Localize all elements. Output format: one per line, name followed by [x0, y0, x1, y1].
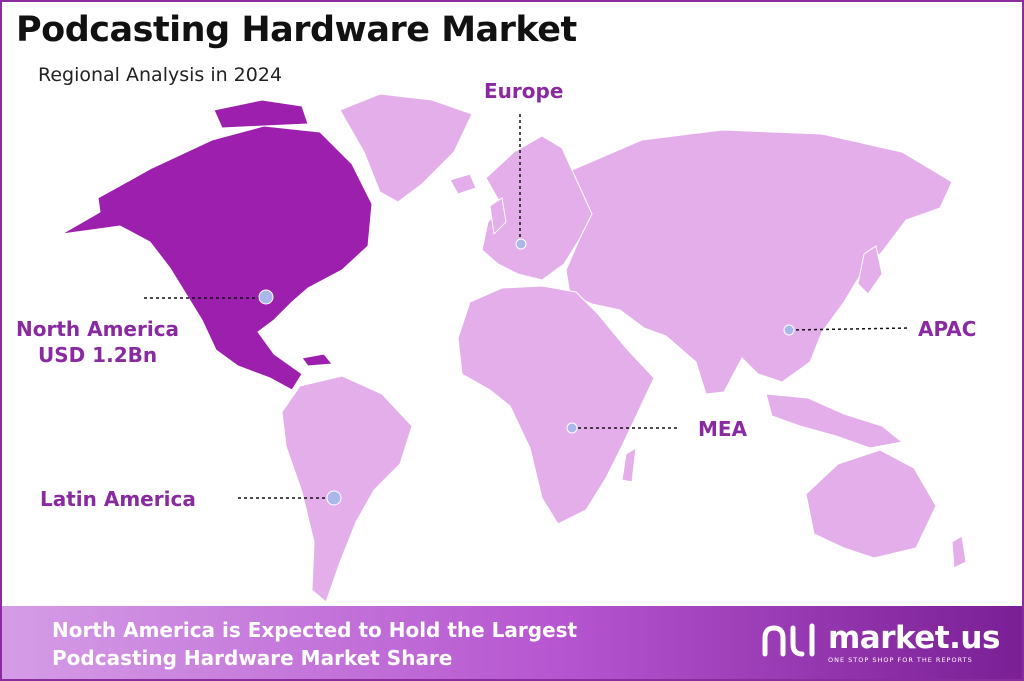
newzealand-shape: [951, 535, 967, 569]
north-america-value: USD 1.2Bn: [37, 343, 158, 367]
market-us-logo-icon: [762, 623, 815, 657]
world-map: [61, 93, 967, 603]
logo-name: market.us: [828, 620, 1000, 656]
marker-latin-america: [326, 490, 342, 506]
leader-line-apac: [789, 327, 911, 331]
europe-shape: [481, 135, 595, 281]
footer-line-2: Podcasting Hardware Market Share: [52, 646, 453, 670]
region-label-north-america: North America USD 1.2Bn: [16, 316, 179, 368]
madagascar-shape: [621, 447, 637, 483]
africa-shape: [457, 285, 655, 525]
page-subtitle: Regional Analysis in 2024: [38, 64, 283, 86]
footer-banner: North America is Expected to Hold the La…: [2, 606, 1022, 679]
marker-apac: [783, 324, 795, 336]
iceland-shape: [449, 173, 477, 195]
footer-line-1: North America is Expected to Hold the La…: [52, 618, 578, 642]
south-america-shape: [281, 375, 413, 603]
marker-europe: [515, 238, 527, 250]
japan-shape: [857, 245, 883, 295]
region-label-latin-america: Latin America: [40, 487, 196, 511]
page-title: Podcasting Hardware Market: [16, 10, 577, 50]
australia-shape: [805, 449, 937, 559]
north-america-name: North America: [16, 317, 180, 341]
region-label-mea: MEA: [698, 417, 748, 441]
region-label-apac: APAC: [918, 317, 977, 341]
seasia-islands-shape: [765, 393, 904, 449]
greenland-shape: [339, 93, 473, 203]
canadian-arctic-shape: [213, 99, 309, 129]
marker-mea: [566, 422, 578, 434]
region-label-europe: Europe: [484, 79, 564, 103]
caribbean-shape: [301, 353, 333, 367]
brand-logo: market.us ONE STOP SHOP FOR THE REPORTS: [760, 618, 1000, 668]
logo-tagline: ONE STOP SHOP FOR THE REPORTS: [828, 656, 973, 664]
marker-north-america: [258, 289, 274, 305]
footer-text: North America is Expected to Hold the La…: [52, 616, 577, 672]
north-america-shape: [61, 125, 373, 391]
uk-shape: [489, 197, 507, 236]
